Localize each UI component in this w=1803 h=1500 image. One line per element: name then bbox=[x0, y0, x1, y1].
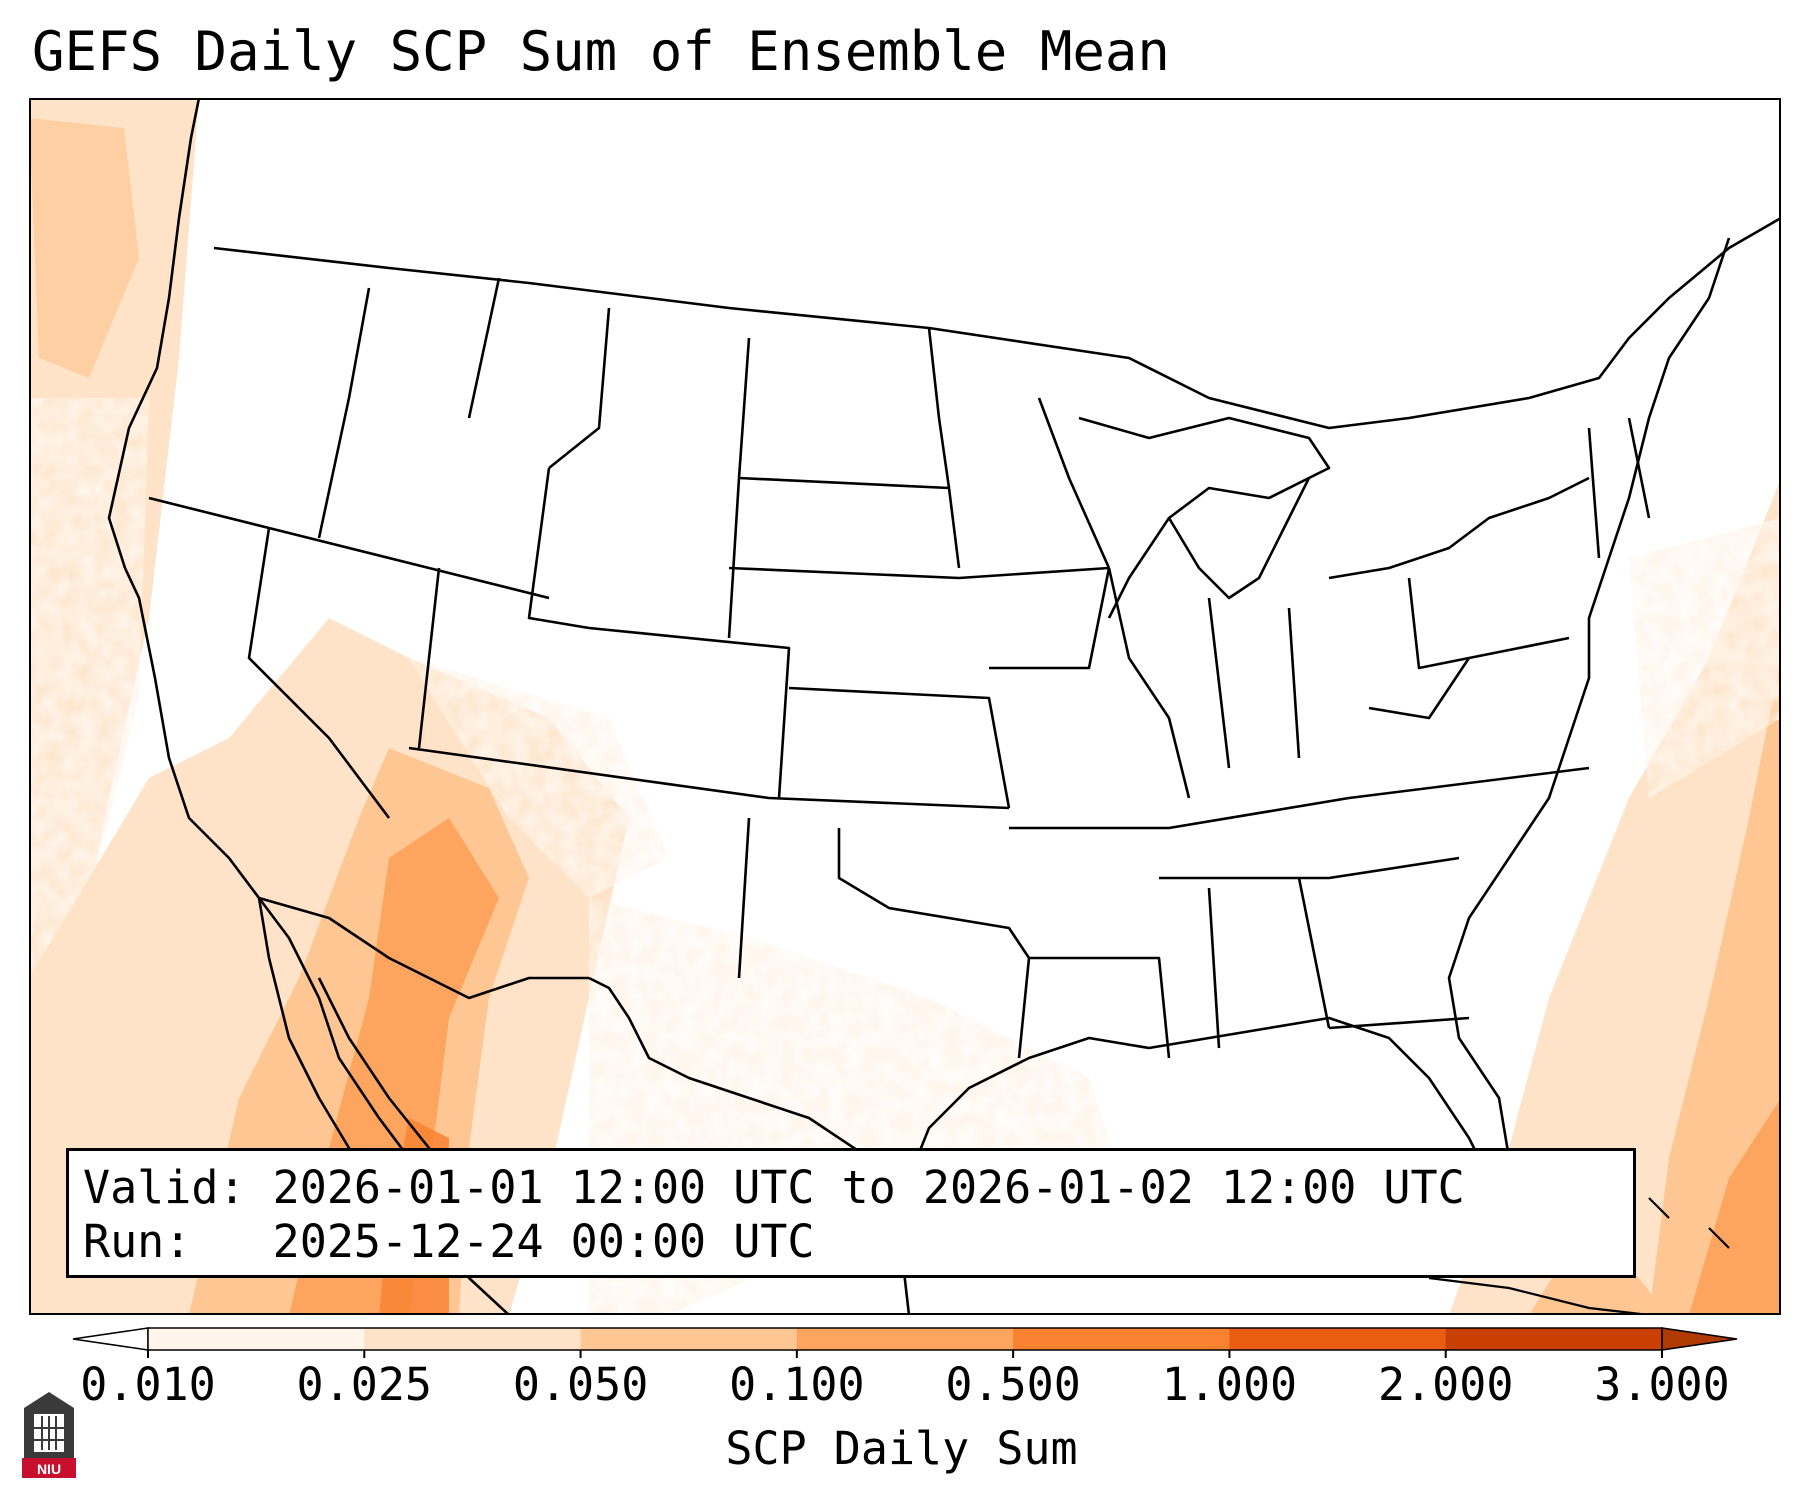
lake-erie-ontario bbox=[1328, 476, 1590, 580]
state-line-19 bbox=[1297, 877, 1331, 1029]
atlantic-coast bbox=[1447, 237, 1731, 1199]
logo-text: NIU bbox=[37, 1461, 61, 1477]
state-line-12 bbox=[737, 817, 751, 979]
state-line-29 bbox=[1037, 397, 1111, 569]
state-line-24 bbox=[1107, 567, 1191, 799]
state-line-14 bbox=[989, 567, 1111, 670]
state-line-15 bbox=[1009, 766, 1590, 830]
state-line-2 bbox=[317, 287, 371, 539]
state-line-10 bbox=[728, 566, 1110, 580]
map-title: GEFS Daily SCP Sum of Ensemble Mean bbox=[32, 20, 1170, 83]
state-line-8 bbox=[727, 337, 751, 639]
colorbar-tick-label: 3.000 bbox=[1594, 1358, 1730, 1411]
colorbar-tick-label: 0.050 bbox=[512, 1358, 649, 1411]
state-line-28 bbox=[927, 327, 951, 489]
state-line-31 bbox=[467, 277, 501, 419]
shade-ne-atlantic bbox=[1629, 518, 1781, 798]
shade-west-coast bbox=[29, 398, 149, 978]
colorbar-tick-label: 2.000 bbox=[1377, 1358, 1514, 1411]
state-line-22 bbox=[1287, 607, 1301, 759]
state-line-7 bbox=[408, 746, 1010, 810]
colorbar-tick-label: 0.025 bbox=[296, 1358, 433, 1411]
state-line-27 bbox=[1627, 417, 1651, 519]
colorbar-segment bbox=[796, 1328, 1014, 1350]
cuba-outline bbox=[1428, 1276, 1650, 1315]
colorbar-segment bbox=[1229, 1328, 1447, 1350]
run-line: Run: 2025-12-24 00:00 UTC bbox=[83, 1215, 815, 1268]
great-lakes-west bbox=[1078, 416, 1331, 619]
colorbar-tick-label: 0.010 bbox=[80, 1358, 216, 1411]
map-panel bbox=[29, 98, 1781, 1315]
mexico-border bbox=[258, 896, 589, 1000]
colorbar-segment bbox=[580, 1328, 798, 1350]
state-line-20 bbox=[1328, 1016, 1470, 1030]
logo-windows bbox=[34, 1416, 64, 1450]
colorbar bbox=[72, 1327, 1738, 1358]
canada-border bbox=[213, 216, 1781, 430]
texas-mexico-border bbox=[588, 976, 910, 1180]
colorbar-tick-label: 1.000 bbox=[1161, 1358, 1298, 1411]
shade-nw-core bbox=[29, 118, 139, 378]
colorbar-extend-low bbox=[72, 1327, 149, 1351]
valid-time-box: Valid: 2026-01-01 12:00 UTC to 2026-01-0… bbox=[66, 1148, 1636, 1278]
colorbar-extend-high bbox=[1661, 1327, 1738, 1351]
state-line-30 bbox=[548, 307, 611, 470]
map-canvas bbox=[29, 98, 1781, 1315]
state-line-9 bbox=[738, 476, 961, 569]
colorbar-frame bbox=[147, 1327, 1663, 1351]
state-line-23 bbox=[1407, 577, 1570, 670]
colorbar-segments bbox=[72, 1327, 1738, 1351]
state-line-5 bbox=[527, 467, 590, 630]
state-line-21 bbox=[1207, 597, 1231, 769]
colorbar-label: SCP Daily Sum bbox=[725, 1422, 1078, 1475]
state-line-1 bbox=[148, 496, 550, 600]
state-line-6 bbox=[588, 626, 791, 799]
colorbar-segment bbox=[1445, 1328, 1663, 1350]
colorbar-segment bbox=[364, 1328, 582, 1350]
shade-nm bbox=[409, 658, 669, 898]
lake-michigan bbox=[1167, 477, 1311, 600]
colorbar-ticks bbox=[147, 1350, 1663, 1358]
shade-atlantic-strong bbox=[1689, 1098, 1781, 1315]
state-line-17 bbox=[1159, 856, 1460, 880]
state-line-4 bbox=[417, 567, 441, 749]
logo-banner bbox=[22, 1458, 76, 1478]
state-line-13 bbox=[837, 828, 1031, 1059]
state-line-18 bbox=[1207, 887, 1221, 1049]
colorbar-segment bbox=[1013, 1328, 1230, 1350]
map-outlines bbox=[107, 98, 1781, 1315]
colorbar-tick-label: 0.500 bbox=[945, 1358, 1081, 1411]
state-line-26 bbox=[1587, 427, 1601, 559]
scp-shading bbox=[29, 98, 1781, 1315]
state-line-25 bbox=[1368, 657, 1471, 720]
colorbar-segment bbox=[148, 1328, 365, 1350]
colorbar-tick-label: 0.100 bbox=[729, 1358, 865, 1411]
state-line-3 bbox=[247, 527, 391, 819]
pacific-coast bbox=[107, 98, 510, 1315]
state-line-11 bbox=[788, 686, 1011, 809]
niu-logo: NIU bbox=[22, 1392, 76, 1478]
state-line-16 bbox=[1029, 956, 1171, 1059]
valid-line: Valid: 2026-01-01 12:00 UTC to 2026-01-0… bbox=[83, 1161, 1465, 1214]
